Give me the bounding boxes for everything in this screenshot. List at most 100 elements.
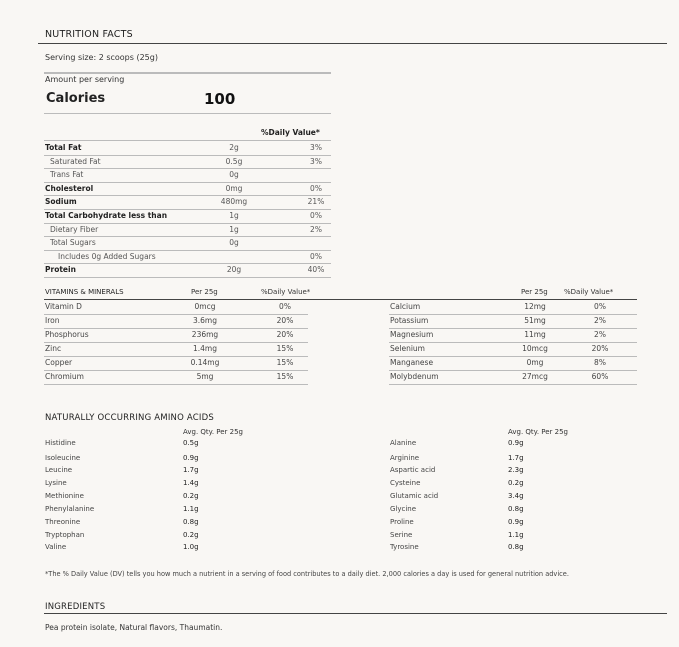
nutrient-row: Trans Fat 0g	[44, 168, 331, 183]
amino-row: Glutamic acid 3.4g	[390, 490, 590, 503]
amino-row: Tryptophan 0.2g	[45, 529, 245, 542]
vitamin-name: Chromium	[45, 372, 84, 381]
amino-row: Tyrosine 0.8g	[390, 541, 590, 554]
amino-row: Alanine 0.9g	[390, 437, 590, 450]
amino-name: Aspartic acid	[390, 466, 436, 474]
amino-title: NATURALLY OCCURRING AMINO ACIDS	[45, 413, 214, 423]
divider	[44, 299, 637, 300]
nutrient-dv: 3%	[310, 143, 322, 152]
nutrient-name: Total Fat	[45, 143, 82, 152]
vitamin-name: Vitamin D	[45, 302, 82, 311]
amino-right-header: Avg. Qty. Per 25g	[508, 428, 568, 436]
amino-row: Serine 1.1g	[390, 529, 590, 542]
vitamin-name: Zinc	[45, 344, 62, 353]
vitamin-name: Potassium	[390, 316, 429, 325]
minerals-dv-header: %Daily Value*	[564, 288, 614, 296]
vitamin-amount: 27mcg	[522, 372, 548, 381]
nutrient-name: Protein	[45, 265, 76, 275]
footnote: *The % Daily Value (DV) tells you how mu…	[45, 570, 569, 578]
vitamin-dv: 60%	[591, 372, 609, 381]
vitamin-dv: 15%	[276, 344, 294, 353]
nutrient-row: Protein 20g 40%	[44, 263, 331, 278]
vitamin-dv: 2%	[594, 316, 606, 325]
nutrient-dv: 21%	[307, 197, 325, 207]
nutrient-name: Total Sugars	[50, 238, 96, 248]
amino-amount: 0.2g	[183, 492, 199, 500]
vitamins-dv-header: %Daily Value*	[261, 288, 311, 296]
amino-amount: 1.7g	[183, 466, 199, 474]
amount-per-serving: Amount per serving	[45, 75, 125, 84]
nutrient-name: Sodium	[45, 197, 77, 207]
amino-name: Arginine	[390, 454, 420, 462]
vitamin-dv: 15%	[276, 372, 294, 381]
vitamin-row: Magnesium 11mg 2%	[389, 328, 637, 343]
vitamin-amount: 10mcg	[522, 344, 548, 353]
vitamin-dv: 15%	[276, 358, 294, 367]
divider	[44, 113, 331, 114]
amino-name: Alanine	[390, 439, 417, 447]
vitamin-name: Phosphorus	[45, 330, 89, 339]
nutrient-name: Dietary Fiber	[50, 224, 99, 234]
nutrient-amount: 1g	[229, 211, 239, 220]
calories-value: 100	[204, 90, 236, 108]
amino-name: Histidine	[45, 439, 76, 447]
amino-row: Phenylalanine 1.1g	[45, 503, 245, 516]
amino-row: Aspartic acid 2.3g	[390, 464, 590, 477]
vitamin-amount: 5mg	[196, 372, 214, 381]
calories-label: Calories	[46, 91, 106, 106]
vitamin-dv: 2%	[594, 330, 606, 339]
nutrient-dv: 2%	[310, 224, 322, 234]
vitamin-amount: 0mcg	[194, 302, 216, 311]
nutrient-name: Cholesterol	[45, 183, 94, 193]
vitamin-row: Chromium 5mg 15%	[44, 370, 308, 385]
nutrient-row: Total Carbohydrate less than 1g 0%	[44, 209, 331, 224]
vitamin-dv: 0%	[279, 302, 291, 311]
nutrient-name: Includes 0g Added Sugars	[58, 251, 156, 261]
nutrient-dv: 0%	[310, 183, 322, 193]
vitamin-row: Vitamin D 0mcg 0%	[44, 300, 308, 315]
amino-amount: 0.8g	[508, 505, 524, 513]
vitamin-name: Iron	[45, 316, 60, 325]
nutrient-row: Total Sugars 0g	[44, 236, 331, 251]
amino-amount: 0.9g	[508, 439, 524, 447]
vitamin-dv: 20%	[276, 330, 294, 339]
vitamin-row: Copper 0.14mg 15%	[44, 356, 308, 371]
vitamin-dv: 0%	[594, 302, 606, 311]
amino-name: Methionine	[45, 492, 84, 500]
amino-name: Proline	[390, 518, 414, 526]
amino-name: Lysine	[45, 479, 67, 487]
amino-row: Isoleucine 0.9g	[45, 452, 245, 465]
minerals-per-header: Per 25g	[521, 288, 548, 296]
divider	[38, 43, 667, 44]
nutrient-row: Dietary Fiber 1g 2%	[44, 223, 331, 238]
vitamin-name: Copper	[45, 358, 73, 367]
nutrient-dv: 40%	[307, 265, 325, 275]
vitamin-row: Molybdenum 27mcg 60%	[389, 370, 637, 385]
amino-row: Lysine 1.4g	[45, 477, 245, 490]
amino-name: Isoleucine	[45, 454, 81, 462]
nutrient-name: Saturated Fat	[50, 156, 101, 166]
nutrient-row: Includes 0g Added Sugars 0%	[44, 250, 331, 265]
amino-row: Leucine 1.7g	[45, 464, 245, 477]
vitamin-amount: 12mg	[524, 302, 546, 311]
serving-size: Serving size: 2 scoops (25g)	[45, 53, 158, 62]
nutrient-name: Trans Fat	[50, 170, 84, 180]
amino-name: Valine	[45, 543, 67, 551]
vitamin-row: Phosphorus 236mg 20%	[44, 328, 308, 343]
nutrient-amount: 0g	[229, 238, 239, 248]
nutrition-facts-title: NUTRITION FACTS	[45, 29, 133, 40]
ingredients-text: Pea protein isolate, Natural flavors, Th…	[45, 623, 223, 632]
nutrient-dv: 3%	[310, 156, 322, 166]
amino-left-header: Avg. Qty. Per 25g	[183, 428, 243, 436]
amino-row: Methionine 0.2g	[45, 490, 245, 503]
amino-amount: 1.0g	[183, 543, 199, 551]
amino-name: Cysteine	[390, 479, 421, 487]
nutrient-amount: 20g	[226, 265, 242, 275]
vitamin-row: Potassium 51mg 2%	[389, 314, 637, 329]
amino-row: Arginine 1.7g	[390, 452, 590, 465]
amino-name: Tryptophan	[45, 531, 85, 539]
vitamin-dv: 20%	[591, 344, 609, 353]
amino-row: Threonine 0.8g	[45, 516, 245, 529]
amino-name: Glutamic acid	[390, 492, 439, 500]
nutrient-row: Cholesterol 0mg 0%	[44, 182, 331, 197]
